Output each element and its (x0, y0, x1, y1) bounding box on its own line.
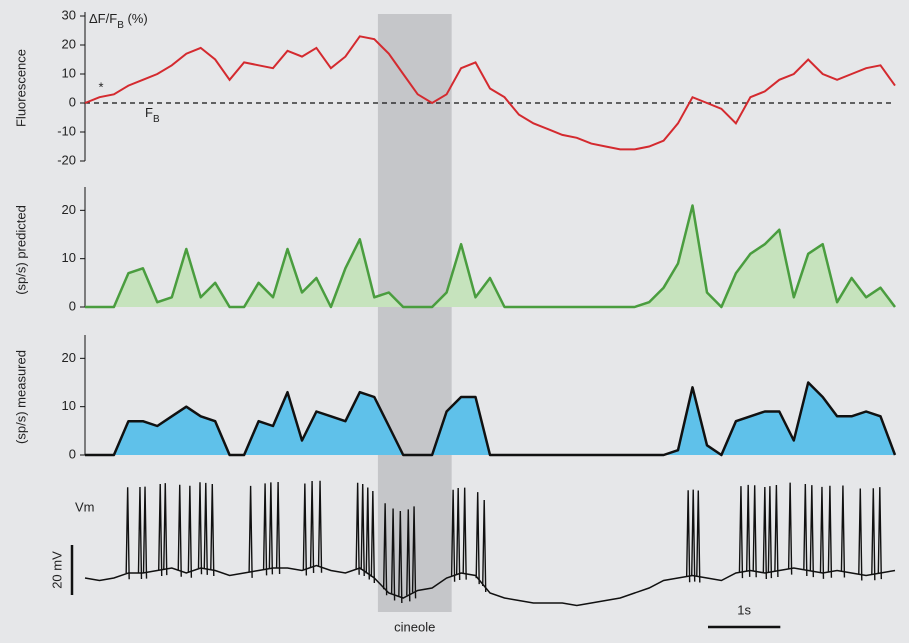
y-tick-label: 10 (62, 250, 76, 265)
spike (142, 486, 148, 579)
stimulus-label: cineole (394, 619, 435, 634)
rate-line (85, 204, 896, 309)
spike (762, 486, 768, 580)
spike (210, 483, 215, 577)
spike (203, 482, 208, 575)
spike (137, 486, 143, 580)
spike (248, 485, 253, 578)
spike (309, 480, 315, 574)
vm-label: Vm (75, 499, 95, 514)
spike (390, 508, 396, 601)
spike (365, 487, 370, 580)
fluorescence-line (84, 35, 896, 151)
spike (411, 506, 417, 599)
rate-line (85, 381, 897, 457)
rate-area (85, 382, 895, 455)
annotation: ΔF/FB (%) (89, 11, 148, 31)
spike (738, 486, 744, 579)
y-tick-label: 0 (69, 94, 76, 109)
spike (858, 488, 863, 581)
y-tick-label: 30 (62, 7, 76, 22)
y-tick-label: 20 (62, 36, 76, 51)
y-tick-label: 0 (69, 446, 76, 461)
spike (370, 490, 376, 584)
y-tick-label: 10 (62, 398, 76, 413)
y-tick-label: -10 (57, 123, 76, 138)
subscript: B (117, 20, 124, 31)
y-axis-label: Fluorescence (13, 49, 28, 127)
spike (275, 481, 281, 575)
subscript: B (153, 114, 160, 125)
annotation-text: (%) (124, 11, 148, 26)
spike (877, 487, 883, 580)
vm-trace (84, 564, 896, 607)
spike (871, 488, 876, 581)
spike (382, 503, 388, 596)
spike (355, 482, 360, 575)
spike (163, 483, 168, 576)
y-tick-label: -20 (57, 152, 76, 167)
spike (158, 483, 163, 577)
spike (685, 490, 691, 583)
annotation: FB (145, 105, 160, 125)
spike (302, 483, 308, 576)
spike (262, 483, 268, 576)
spike (462, 487, 467, 580)
spike (360, 483, 365, 577)
spike (482, 499, 487, 593)
spike (827, 485, 833, 578)
annotation-text: F (145, 105, 153, 120)
spike (317, 480, 323, 573)
y-tick-label: 0 (69, 298, 76, 313)
spike (752, 485, 757, 578)
spike (696, 490, 701, 583)
annotation-marker: * (98, 79, 103, 94)
y-tick-label: 10 (62, 65, 76, 80)
spike (819, 486, 825, 579)
time-scale-label: 1s (737, 602, 751, 617)
y-axis-label: (sp/s) measured (13, 350, 28, 444)
y-tick-label: 20 (62, 202, 76, 217)
rate-area (85, 205, 895, 307)
spike (125, 487, 130, 580)
spike (767, 486, 773, 579)
spike (840, 485, 846, 578)
spike (809, 485, 815, 578)
spike (803, 483, 808, 577)
spike (197, 482, 203, 575)
annotation-text: ΔF/F (89, 11, 117, 26)
y-tick-label: 20 (62, 350, 76, 365)
spike (268, 482, 274, 575)
voltage-scale-label: 20 mV (49, 551, 64, 589)
spike (398, 510, 403, 604)
spike (691, 489, 696, 582)
spike (187, 485, 193, 578)
spike (787, 482, 793, 575)
spike (475, 492, 480, 585)
y-axis-label: (sp/s) predicted (13, 205, 28, 295)
spike (177, 484, 182, 577)
spike (406, 509, 411, 602)
spike (450, 489, 456, 582)
spike (455, 487, 461, 581)
spike (774, 484, 779, 578)
spike (745, 484, 751, 577)
